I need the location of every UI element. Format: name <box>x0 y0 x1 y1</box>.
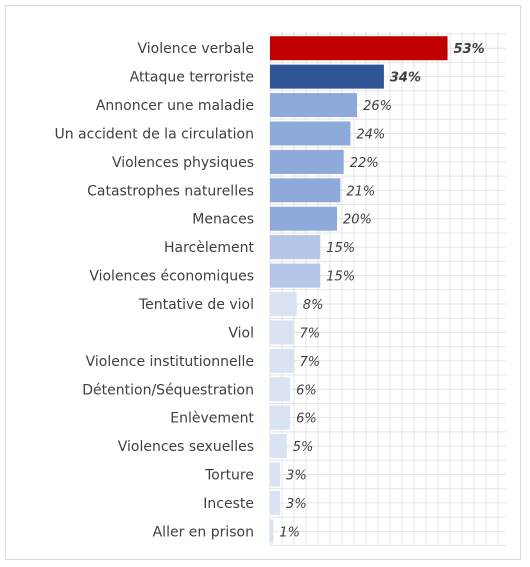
value-label: 5% <box>293 440 314 455</box>
value-label: 8% <box>303 298 324 313</box>
bar <box>270 434 287 459</box>
bar <box>270 377 291 402</box>
value-label: 24% <box>356 127 385 142</box>
category-label: Détention/Séquestration <box>82 382 254 398</box>
category-label: Un accident de la circulation <box>54 126 254 142</box>
value-label: 3% <box>286 469 307 484</box>
value-label: 7% <box>299 355 320 370</box>
chart-bars <box>270 36 448 544</box>
value-label: 6% <box>296 383 317 398</box>
bar <box>270 149 344 174</box>
bar <box>270 178 341 203</box>
value-labels: 53%34%26%24%22%21%20%15%15%8%7%7%6%6%5%3… <box>279 42 484 540</box>
bar <box>270 263 321 288</box>
category-label: Violences économiques <box>89 269 254 285</box>
category-label: Violence institutionnelle <box>86 354 254 370</box>
category-label: Harcèlement <box>164 240 254 256</box>
category-label: Violences sexuelles <box>118 439 254 455</box>
category-label: Violence verbale <box>138 41 254 57</box>
bar <box>270 320 294 345</box>
category-label: Aller en prison <box>153 524 254 540</box>
bar <box>270 93 358 118</box>
bar <box>270 235 321 260</box>
category-label: Annoncer une maladie <box>96 98 254 114</box>
bar <box>270 121 351 146</box>
bar <box>270 206 337 231</box>
value-label: 3% <box>286 497 307 512</box>
chart-frame <box>5 5 521 560</box>
category-label: Catastrophes naturelles <box>87 183 254 199</box>
value-label: 15% <box>326 270 355 285</box>
value-label: 53% <box>454 42 485 57</box>
bar <box>270 64 384 89</box>
value-label: 20% <box>343 213 372 228</box>
category-label: Tentative de viol <box>138 297 254 313</box>
value-label: 34% <box>390 71 421 86</box>
value-label: 1% <box>279 525 300 540</box>
value-label: 21% <box>346 184 375 199</box>
bar <box>270 405 291 430</box>
bar <box>270 462 281 487</box>
category-label: Inceste <box>203 496 254 512</box>
category-label: Attaque terroriste <box>130 70 254 86</box>
category-label: Enlèvement <box>170 411 254 427</box>
bar <box>270 348 294 373</box>
bar <box>270 36 448 61</box>
bar <box>270 519 274 544</box>
category-label: Violences physiques <box>112 155 254 171</box>
chart-grid <box>269 32 506 547</box>
category-label: Menaces <box>192 212 254 228</box>
bar <box>270 291 297 316</box>
category-labels: Violence verbale Attaque terroriste Annonc… <box>54 41 254 540</box>
value-label: 6% <box>296 412 317 427</box>
value-label: 7% <box>299 326 320 341</box>
category-label: Viol <box>228 325 254 341</box>
value-label: 15% <box>326 241 355 256</box>
value-label: 26% <box>363 99 392 114</box>
category-label: Torture <box>204 468 254 484</box>
value-label: 22% <box>350 156 379 171</box>
bar <box>270 490 281 515</box>
